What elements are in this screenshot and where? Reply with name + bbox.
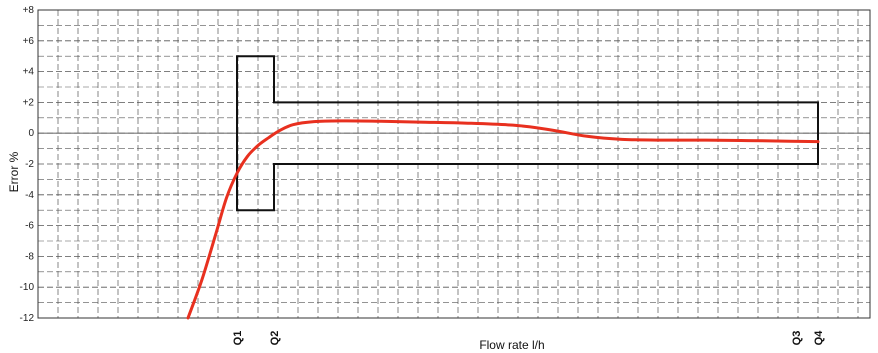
q-marker-label-q2: Q2	[269, 331, 281, 346]
q-marker-label-q4: Q4	[813, 330, 825, 346]
y-tick-label: 0	[28, 128, 34, 139]
y-axis-title: Error %	[7, 151, 21, 192]
y-tick-label: +2	[23, 97, 35, 108]
y-tick-label: -8	[25, 251, 34, 262]
y-tick-label: +6	[23, 36, 35, 47]
plot-frame	[37, 9, 871, 319]
q-marker-label-q1: Q1	[232, 331, 244, 346]
envelope-outline	[236, 55, 819, 212]
error-curve	[186, 119, 820, 320]
y-tick-labels: +8 +6 +4 +2 0 -2 -4 -6 -8 -10 -12	[20, 5, 35, 324]
y-tick-label: -12	[20, 313, 35, 324]
error-curve-line	[186, 119, 820, 320]
y-tick-label: -4	[25, 190, 34, 201]
y-tick-label: +8	[23, 5, 35, 16]
y-tick-label: -6	[25, 221, 34, 232]
y-tick-label: -10	[20, 282, 35, 293]
accuracy-envelope	[236, 55, 819, 212]
q-marker-label-q3: Q3	[791, 331, 803, 346]
y-tick-label: -2	[25, 159, 34, 170]
q-marker-labels: Q1 Q2 Q3 Q4	[232, 330, 825, 346]
x-axis-title: Flow rate l/h	[479, 338, 544, 352]
y-tick-label: +4	[23, 67, 35, 78]
